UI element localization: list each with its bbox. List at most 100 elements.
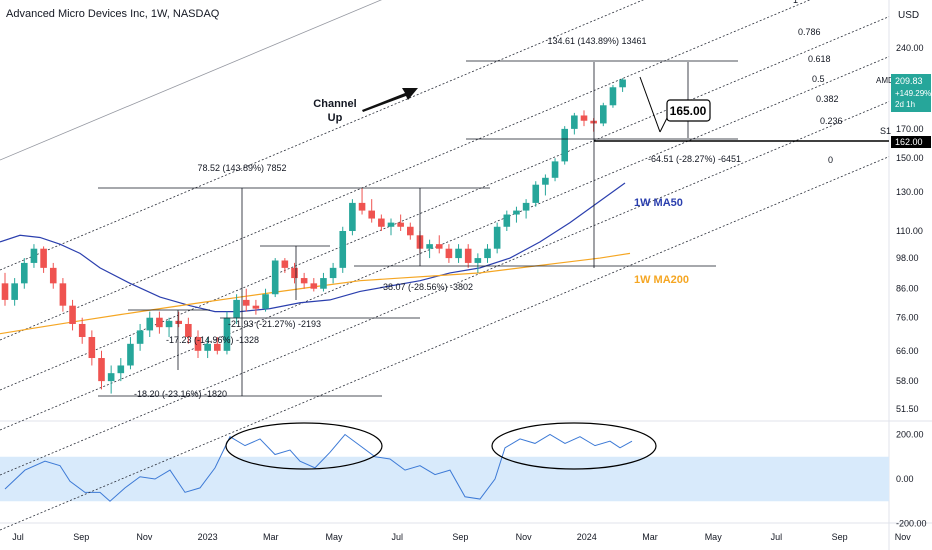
candle xyxy=(262,288,269,312)
rsi-tick-label: 200.00 xyxy=(896,430,924,440)
candle-body xyxy=(320,278,327,289)
candle-body xyxy=(204,343,211,351)
candle-body xyxy=(281,260,289,268)
candle-body xyxy=(368,210,375,219)
candle xyxy=(78,317,86,344)
last-price-value: 209.83 xyxy=(895,76,923,86)
fib-level-label: 1 xyxy=(793,0,798,5)
candle-body xyxy=(242,299,250,306)
candle xyxy=(136,323,144,351)
candle-body xyxy=(11,283,18,300)
price-tick-label: 130.00 xyxy=(896,187,924,197)
candle-body xyxy=(69,305,76,324)
fib-level-label: 0.5 xyxy=(812,74,825,84)
candle xyxy=(445,244,453,263)
candle xyxy=(493,222,501,254)
candle xyxy=(175,311,182,328)
candle-body xyxy=(378,218,385,227)
time-tick-label: Sep xyxy=(73,532,89,542)
measure-label: 134.61 (143.89%) 13461 xyxy=(547,36,646,46)
rsi-pane[interactable]: 200.00 0.00 -200.00 xyxy=(0,422,927,529)
candle-body xyxy=(551,161,559,178)
candle xyxy=(464,244,472,268)
candle-body xyxy=(619,79,626,88)
candle-body xyxy=(165,320,173,328)
candle xyxy=(368,199,375,223)
candle-body xyxy=(358,202,366,211)
time-tick-label: Jul xyxy=(771,532,783,542)
candle xyxy=(300,272,308,289)
candle-body xyxy=(223,317,231,351)
candle-body xyxy=(30,248,38,263)
price-tick-label: 170.00 xyxy=(896,124,924,134)
candle xyxy=(88,330,96,366)
candle-body xyxy=(387,222,395,227)
rsi-highlight-ellipse-2 xyxy=(491,422,657,470)
ma200-label: 1W MA200 xyxy=(634,274,689,286)
channel-line xyxy=(0,101,890,476)
last-price-time: 2d 1h xyxy=(895,100,915,109)
candle-body xyxy=(1,283,9,300)
candle-body xyxy=(88,337,96,359)
channel-line xyxy=(0,16,890,391)
candle xyxy=(542,174,549,196)
candle xyxy=(358,188,366,215)
channel-line xyxy=(0,56,890,431)
fib-channel[interactable]: 0.786 0.618 0.5 0.382 0.236 0 1 xyxy=(0,0,890,531)
candle-body xyxy=(194,337,202,351)
candle-body xyxy=(98,358,105,382)
time-tick-label: Nov xyxy=(136,532,153,542)
s1-value: 162.00 xyxy=(895,137,923,147)
candle xyxy=(484,244,491,263)
target-pointer xyxy=(659,117,668,133)
candle xyxy=(98,350,105,390)
candle-body xyxy=(310,283,318,289)
candle xyxy=(310,278,318,292)
candle xyxy=(571,112,578,135)
currency-label[interactable]: USD xyxy=(898,10,920,21)
candle xyxy=(580,110,588,127)
candle xyxy=(30,244,38,268)
candle xyxy=(320,272,327,292)
candle-body xyxy=(107,373,115,382)
channel-line xyxy=(0,0,382,161)
candle xyxy=(252,299,260,315)
time-tick-label: Sep xyxy=(452,532,468,542)
chart-title: Advanced Micro Devices Inc, 1W, NASDAQ xyxy=(6,8,220,20)
candle-body xyxy=(117,365,125,374)
time-tick-label: Jul xyxy=(12,532,24,542)
candle-body xyxy=(426,244,433,249)
candle xyxy=(532,181,540,207)
last-price-change: +149.29% xyxy=(895,89,931,98)
time-axis[interactable]: Jul Sep Nov 2023 Mar May Jul Sep Nov 2024 Mar May Ju… xyxy=(12,532,911,542)
candle xyxy=(291,262,298,284)
channel-label-2: Up xyxy=(328,112,343,124)
candle xyxy=(233,294,240,324)
candle-body xyxy=(127,343,134,366)
candle-body xyxy=(503,214,511,227)
time-tick-label: 2024 xyxy=(577,532,597,542)
candle xyxy=(117,358,125,382)
ma50-label: 1W MA50 xyxy=(634,197,683,209)
time-tick-label: 2023 xyxy=(198,532,218,542)
last-price-tag xyxy=(891,74,931,112)
candle-body xyxy=(435,244,443,249)
candle-series[interactable] xyxy=(1,78,626,394)
candle xyxy=(407,222,414,240)
candle xyxy=(435,235,443,254)
time-tick-label: May xyxy=(325,532,343,542)
candle-body xyxy=(532,184,540,203)
candle xyxy=(561,126,568,165)
fib-level-label: 0 xyxy=(828,155,833,165)
candle xyxy=(609,84,617,108)
candle-body xyxy=(455,248,462,259)
candle-body xyxy=(513,210,520,215)
candle xyxy=(426,239,433,259)
drawing-tools[interactable]: Channel Up 165.00 1W MA50 1W MA200 134.61 (14… xyxy=(98,36,889,399)
candle-body xyxy=(493,226,501,249)
candle xyxy=(600,102,607,127)
candle-body xyxy=(600,105,607,124)
candle-body xyxy=(609,87,617,106)
candle-body xyxy=(78,323,86,338)
